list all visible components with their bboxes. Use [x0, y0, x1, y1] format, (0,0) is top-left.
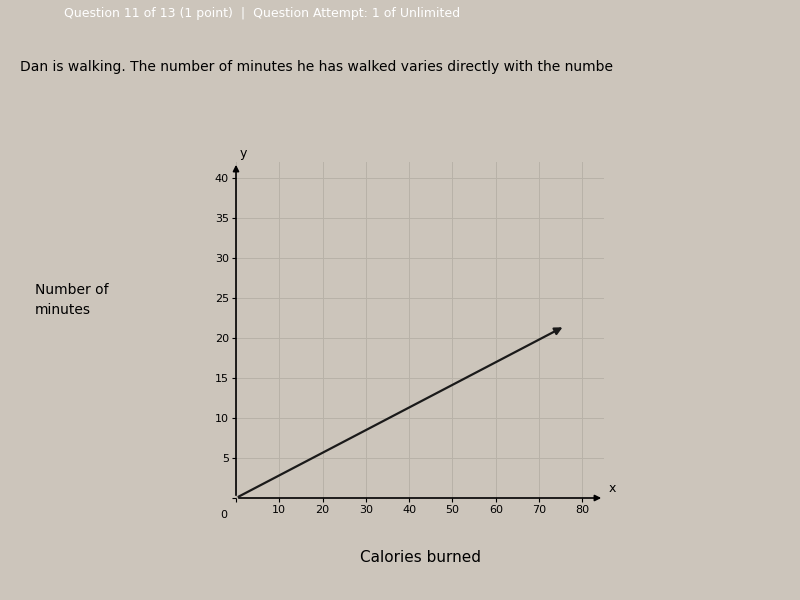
Text: x: x: [608, 482, 616, 495]
Text: y: y: [239, 148, 247, 160]
Text: 0: 0: [220, 510, 227, 520]
Text: Number of
minutes: Number of minutes: [35, 283, 109, 317]
Text: Calories burned: Calories burned: [359, 551, 481, 565]
Text: Question 11 of 13 (1 point)  |  Question Attempt: 1 of Unlimited: Question 11 of 13 (1 point) | Question A…: [64, 7, 460, 20]
Text: Dan is walking. The number of minutes he has walked varies directly with the num: Dan is walking. The number of minutes he…: [20, 60, 613, 74]
